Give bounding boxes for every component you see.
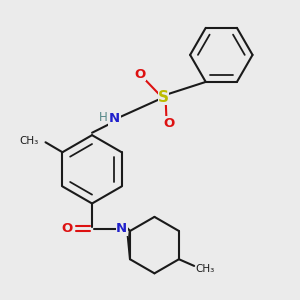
Text: O: O [61, 222, 72, 235]
Text: S: S [158, 91, 169, 106]
Text: O: O [164, 117, 175, 130]
Text: CH₃: CH₃ [196, 264, 215, 274]
Text: O: O [134, 68, 145, 81]
Text: CH₃: CH₃ [20, 136, 39, 146]
Text: H: H [99, 111, 108, 124]
Text: N: N [109, 112, 120, 125]
Text: N: N [116, 222, 127, 235]
